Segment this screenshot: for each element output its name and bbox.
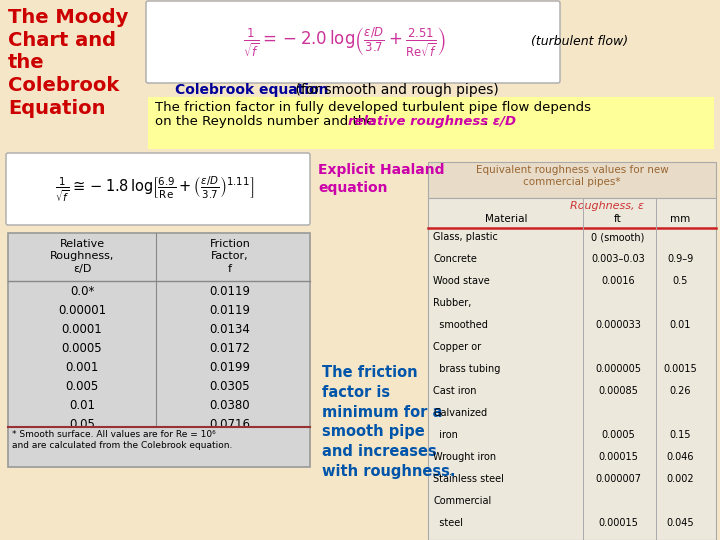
Text: 0 (smooth): 0 (smooth) <box>591 232 644 242</box>
Text: 0.000005: 0.000005 <box>595 364 641 374</box>
Text: on the Reynolds number and the: on the Reynolds number and the <box>155 115 379 128</box>
Text: steel: steel <box>433 518 463 528</box>
Text: (turbulent flow): (turbulent flow) <box>531 36 629 49</box>
Text: The friction
factor is
minimum for a
smooth pipe
and increases
with roughness.: The friction factor is minimum for a smo… <box>322 365 456 479</box>
Text: Material: Material <box>485 214 527 224</box>
Text: 0.01: 0.01 <box>670 320 690 330</box>
Text: Galvanized: Galvanized <box>433 408 487 418</box>
Text: Relative
Roughness,
ε/D: Relative Roughness, ε/D <box>50 239 114 274</box>
Text: The Moody
Chart and
the
Colebrook
Equation: The Moody Chart and the Colebrook Equati… <box>8 8 128 118</box>
Text: Commercial: Commercial <box>433 496 491 506</box>
Text: 0.0016: 0.0016 <box>601 276 635 286</box>
Text: 0.0199: 0.0199 <box>210 361 251 374</box>
Text: 0.0015: 0.0015 <box>663 364 697 374</box>
Text: Glass, plastic: Glass, plastic <box>433 232 498 242</box>
Text: Equivalent roughness values for new
commercial pipes*: Equivalent roughness values for new comm… <box>476 165 668 187</box>
Text: Friction
Factor,
f: Friction Factor, f <box>210 239 251 274</box>
Text: 0.5: 0.5 <box>672 276 688 286</box>
Text: Rubber,: Rubber, <box>433 298 472 308</box>
Text: .: . <box>484 115 488 128</box>
Text: * Smooth surface. All values are for Re = 10⁶
and are calculated from the Colebr: * Smooth surface. All values are for Re … <box>12 430 233 450</box>
Text: mm: mm <box>670 214 690 224</box>
Text: 0.045: 0.045 <box>666 518 694 528</box>
Text: 0.0716: 0.0716 <box>210 418 251 431</box>
Text: $\frac{1}{\sqrt{f}} = -2.0\,\log\!\left(\frac{\varepsilon/D}{3.7} + \frac{2.51}{: $\frac{1}{\sqrt{f}} = -2.0\,\log\!\left(… <box>243 25 446 59</box>
Text: Colebrook equation: Colebrook equation <box>175 83 328 97</box>
Text: 0.00085: 0.00085 <box>598 386 638 396</box>
Text: 0.9–9: 0.9–9 <box>667 254 693 264</box>
Text: Stainless steel: Stainless steel <box>433 474 504 484</box>
Bar <box>148 97 714 149</box>
Bar <box>428 198 716 540</box>
Text: Wood stave: Wood stave <box>433 276 490 286</box>
Text: 0.0172: 0.0172 <box>210 342 251 355</box>
Text: relative roughness ε/D: relative roughness ε/D <box>348 115 516 128</box>
Text: 0.000033: 0.000033 <box>595 320 641 330</box>
Text: brass tubing: brass tubing <box>433 364 500 374</box>
Text: ft: ft <box>614 214 622 224</box>
Text: 0.05: 0.05 <box>69 418 95 431</box>
Text: 0.003–0.03: 0.003–0.03 <box>591 254 645 264</box>
Text: Roughness, ε: Roughness, ε <box>570 201 644 211</box>
FancyBboxPatch shape <box>146 1 560 83</box>
Text: 0.000007: 0.000007 <box>595 474 641 484</box>
Text: 0.15: 0.15 <box>670 430 690 440</box>
Text: 0.00015: 0.00015 <box>598 518 638 528</box>
Text: iron: iron <box>433 430 458 440</box>
Text: smoothed: smoothed <box>433 320 488 330</box>
Text: 0.005: 0.005 <box>66 380 99 393</box>
Text: 0.001: 0.001 <box>66 361 99 374</box>
Text: Copper or: Copper or <box>433 342 481 352</box>
Text: 0.0001: 0.0001 <box>62 323 102 336</box>
Bar <box>8 233 310 467</box>
Text: 0.00001: 0.00001 <box>58 304 106 317</box>
Text: $\frac{1}{\sqrt{f}} \cong -1.8\,\log\!\left[\frac{6.9}{\mathrm{Re}} + \left(\fra: $\frac{1}{\sqrt{f}} \cong -1.8\,\log\!\l… <box>55 174 255 204</box>
Text: 0.0119: 0.0119 <box>210 285 251 298</box>
Text: The friction factor in fully developed turbulent pipe flow depends: The friction factor in fully developed t… <box>155 101 591 114</box>
Text: 0.26: 0.26 <box>670 386 690 396</box>
Text: 0.0005: 0.0005 <box>601 430 635 440</box>
Text: 0.046: 0.046 <box>666 452 694 462</box>
FancyBboxPatch shape <box>6 153 310 225</box>
Text: (for smooth and rough pipes): (for smooth and rough pipes) <box>291 83 499 97</box>
Text: 0.00015: 0.00015 <box>598 452 638 462</box>
Text: 0.0119: 0.0119 <box>210 304 251 317</box>
Text: Explicit Haaland
equation: Explicit Haaland equation <box>318 163 444 195</box>
Text: 0.002: 0.002 <box>666 474 694 484</box>
Text: 0.0134: 0.0134 <box>210 323 251 336</box>
Text: Concrete: Concrete <box>433 254 477 264</box>
Text: 0.0305: 0.0305 <box>210 380 251 393</box>
Text: Cast iron: Cast iron <box>433 386 477 396</box>
Text: 0.0*: 0.0* <box>70 285 94 298</box>
Bar <box>428 162 716 198</box>
Text: 0.0005: 0.0005 <box>62 342 102 355</box>
Text: 0.01: 0.01 <box>69 399 95 412</box>
Text: Wrought iron: Wrought iron <box>433 452 496 462</box>
Text: 0.0380: 0.0380 <box>210 399 251 412</box>
